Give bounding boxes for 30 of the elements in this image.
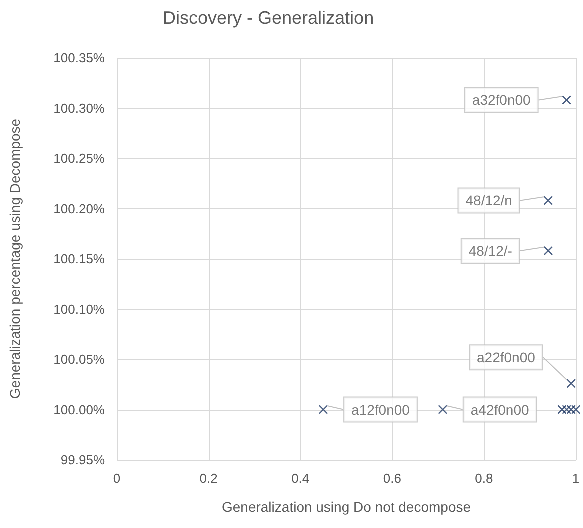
x-tick-label: 0.8	[475, 471, 494, 486]
x-tick-label: 0.4	[292, 471, 310, 486]
point	[566, 379, 576, 388]
x-tick-label: 0.2	[200, 471, 218, 486]
y-tick-label: 100.20%	[54, 201, 106, 216]
point	[544, 196, 553, 206]
x-tick-label: 0.6	[383, 471, 402, 486]
y-tick-label: 100.15%	[54, 252, 106, 266]
point	[572, 405, 580, 414]
x-axis-title: Generalization using Do not decompose	[222, 499, 472, 515]
chart-title: Discovery - Generalization	[163, 8, 374, 28]
point	[319, 405, 328, 414]
annotation: 48/12/-	[468, 242, 513, 259]
y-axis-title: Generalization percentage using Decompose	[7, 118, 23, 400]
y-tick-label: 100.30%	[54, 100, 106, 116]
y-tick-label: 99.95%	[60, 452, 106, 468]
point	[562, 96, 572, 105]
x-tick-label: 0	[113, 471, 121, 486]
y-tick-label: 100.35%	[54, 50, 106, 66]
y-tick-label: 100.05%	[54, 352, 106, 367]
y-tick-label: 100.25%	[54, 151, 106, 166]
y-tick-label: 100.10%	[54, 302, 106, 317]
y-tick-label: 100.00%	[54, 402, 106, 418]
annotation: a12f0n00	[352, 402, 410, 418]
annotation: a42f0n00	[470, 402, 530, 418]
annotation: a22f0n00	[477, 350, 536, 366]
annotation: 48/12/n	[466, 192, 512, 209]
point	[438, 405, 448, 414]
x-tick-label: 1	[572, 471, 580, 486]
annotation: a32f0n00	[472, 92, 532, 108]
